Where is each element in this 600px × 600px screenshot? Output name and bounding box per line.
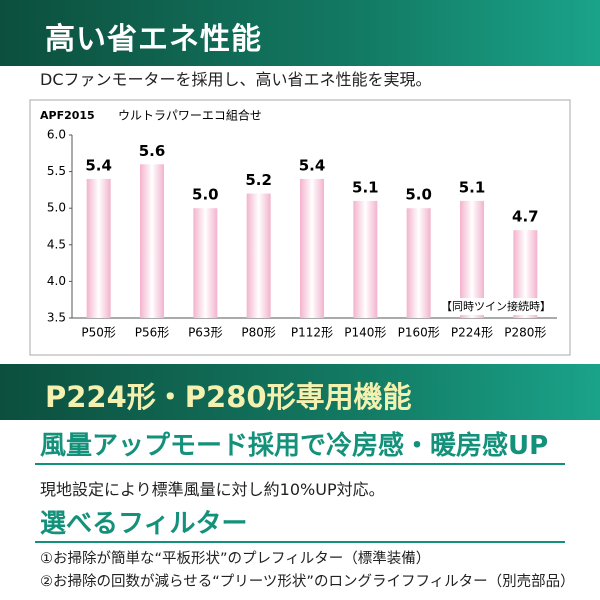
- data-label: 5.0: [192, 186, 219, 204]
- bar: [246, 193, 271, 318]
- chart-label: APF2015: [40, 109, 95, 122]
- rule: [35, 463, 565, 465]
- x-tick-label: P140形: [344, 326, 386, 340]
- y-tick-label: 6.0: [47, 128, 66, 142]
- data-label: 5.1: [352, 178, 379, 196]
- x-tick-label: P280形: [504, 326, 546, 340]
- data-label: 4.7: [512, 208, 539, 226]
- bar: [353, 200, 378, 318]
- y-tick-label: 4.5: [47, 237, 66, 251]
- section-title: P224形・P280形専用機能: [45, 380, 412, 414]
- x-tick-label: P160形: [398, 326, 440, 340]
- y-tick-label: 5.5: [47, 164, 66, 178]
- annotation: 【同時ツイン接続時】: [441, 299, 551, 313]
- data-label: 5.2: [245, 171, 272, 189]
- feature-heading: 風量アップモード採用で冷房感・暖房感UP: [40, 431, 549, 461]
- x-tick-label: P224形: [451, 326, 493, 340]
- bar: [300, 178, 324, 318]
- feature-text: 現地設定により標準風量に対し約10%UP対応。: [40, 480, 385, 499]
- subtitle: DCファンモーターを採用し、高い省エネ性能を実現。: [40, 70, 432, 89]
- feature-text: ②お掃除の回数が減らせる“プリーツ形状”のロングライフフィルター（別売部品）: [40, 574, 575, 590]
- data-label: 5.4: [85, 156, 112, 174]
- feature-text: ①お掃除が簡単な“平板形状”のプレフィルター（標準装備）: [40, 551, 431, 567]
- feature-heading: 選べるフィルター: [40, 509, 248, 539]
- data-label: 5.6: [139, 142, 166, 160]
- bar: [86, 178, 111, 318]
- x-tick-label: P112形: [291, 326, 333, 340]
- y-tick-label: 4.0: [47, 274, 66, 288]
- data-label: 5.0: [405, 186, 432, 204]
- header-title: 高い省エネ性能: [45, 22, 262, 57]
- annotation-bg: [440, 298, 553, 315]
- section-bar: P224形・P280形専用機能: [0, 364, 600, 420]
- x-tick-label: P50形: [81, 326, 116, 340]
- y-tick-label: 3.5: [47, 311, 66, 325]
- bar: [140, 164, 164, 318]
- chart-frame: [29, 99, 571, 356]
- bar: [193, 208, 218, 318]
- x-tick-label: P63形: [188, 326, 223, 340]
- y-tick-label: 5.0: [47, 201, 66, 215]
- rule: [35, 541, 565, 543]
- chart-subtitle: ウルトラパワーエコ組合せ: [118, 108, 262, 123]
- data-label: 5.4: [299, 156, 326, 174]
- data-label: 5.1: [459, 178, 486, 196]
- header-bar: 高い省エネ性能: [0, 0, 600, 66]
- x-tick-label: P80形: [241, 326, 276, 340]
- bar: [406, 208, 431, 318]
- x-tick-label: P56形: [135, 326, 170, 340]
